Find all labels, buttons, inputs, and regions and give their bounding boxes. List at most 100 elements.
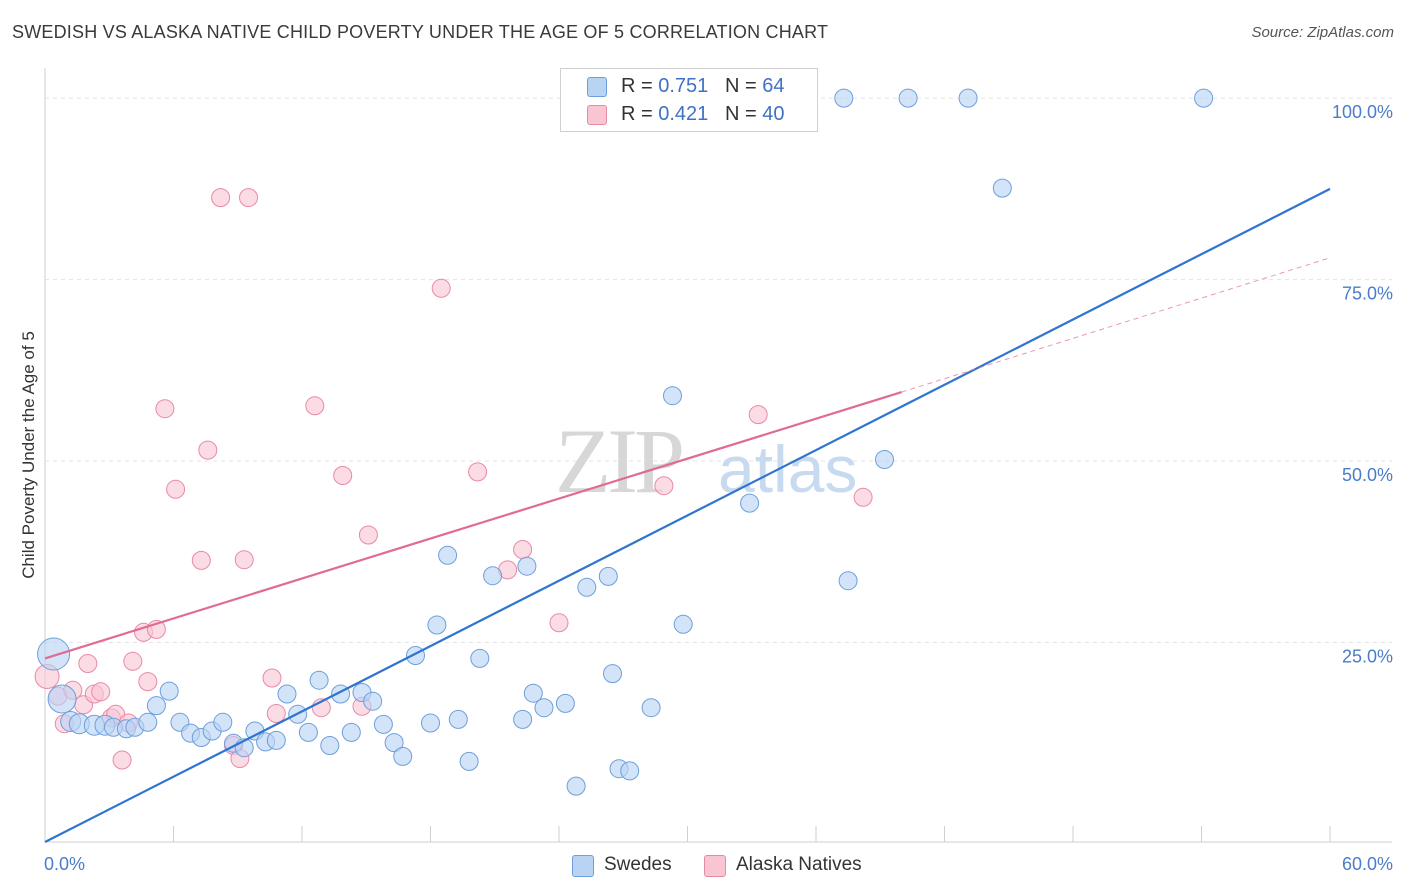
swedes-point-53 [641,698,661,718]
alaska-natives-trend-extension [901,257,1331,393]
swedes-point-40 [470,648,490,668]
legend-r-value: 0.421 [658,103,709,125]
axes [44,68,1392,843]
legend-n-label: N = [724,103,763,125]
alaska-natives-point-23 [234,550,254,570]
legend-series: Swedes Alaska Natives [0,851,1406,879]
x-tick-label-max: 60.0% [1342,854,1393,874]
swedes-point-54 [663,386,682,406]
legend-n-value: 40 [762,103,785,125]
swedes-point-36 [427,615,447,635]
swedes-point-33 [393,746,413,766]
alaska-natives-point-27 [305,396,325,416]
x-tick-label-min: 0.0% [44,854,85,874]
y-axis-label: Child Poverty Under the Age of 5 [19,331,38,579]
chart-title: SWEDISH VS ALASKA NATIVE CHILD POVERTY U… [12,22,829,42]
swedes-point-32 [384,733,404,753]
swedes-point-26 [320,736,340,755]
swedes-point-39 [459,751,479,771]
swedes-point-44 [523,683,543,703]
swedes-point-28 [341,722,361,742]
source-label: Source: ZipAtlas.com [1251,24,1394,41]
legend-label-alaska-natives: Alaska Natives [736,854,862,875]
alaska-natives-points [34,188,873,770]
legend-r-label: R = [621,103,659,125]
legend-n-value: 64 [762,75,785,97]
alaska-natives-point-14 [138,672,158,692]
legend-label-swedes: Swedes [604,854,672,875]
swedes-point-9 [138,712,158,732]
alaska-natives-point-29 [333,466,353,485]
trend-lines [44,187,1331,843]
swedes-point-37 [438,545,458,565]
legend-r-value: 0.751 [658,75,709,97]
swedes-point-62 [992,178,1012,198]
swedes-point-22 [277,684,297,704]
alaska-natives-trend-line [44,391,902,660]
legend-r-label: R = [621,75,659,97]
swedes-point-0 [37,637,71,671]
swedes-point-61 [958,88,978,108]
swedes-point-1 [47,684,77,714]
swedes-point-34 [406,646,425,665]
alaska-natives-point-16 [155,399,175,419]
swedes-point-47 [566,776,586,796]
alaska-natives-point-38 [748,405,768,425]
alaska-natives-point-33 [468,462,488,482]
swedes-point-59 [875,450,894,469]
alaska-natives-point-17 [166,479,186,499]
alaska-natives-point-19 [198,440,218,460]
legend-swatch-alaska [587,105,607,125]
swedes-point-48 [577,577,597,597]
alaska-natives-point-36 [549,613,569,633]
swedes-point-51 [603,664,622,684]
alaska-natives-point-26 [266,704,286,723]
swedes-point-41 [483,566,503,586]
legend-swatch-alaska-natives [704,855,726,877]
alaska-natives-point-32 [431,278,451,298]
alaska-natives-point-7 [91,682,111,702]
watermark-atlas: atlas [718,432,857,506]
y-tick-label-2: 75.0% [1342,284,1393,304]
swedes-points [37,88,1214,796]
alaska-natives-point-25 [262,668,282,688]
swedes-point-42 [513,709,533,729]
alaska-natives-point-20 [211,188,231,208]
y-tick-label-0: 25.0% [1342,646,1393,666]
swedes-point-21 [266,730,286,750]
y-tick-label-1: 50.0% [1342,465,1393,485]
swedes-point-38 [448,709,468,729]
alaska-natives-point-10 [112,750,132,770]
legend-n-label: N = [724,75,763,97]
swedes-point-52 [620,761,640,781]
legend-swatch-swedes [572,855,594,877]
swedes-trend-line [44,187,1331,843]
watermark: ZIP atlas [555,410,857,512]
alaska-natives-point-39 [853,487,873,507]
grid-lines [45,97,1392,643]
alaska-natives-point-5 [78,654,98,673]
swedes-point-57 [834,88,854,108]
swedes-point-55 [673,614,693,634]
swedes-point-35 [421,713,440,733]
alaska-natives-point-35 [513,540,533,559]
tick-labels: 25.0% 50.0% 75.0% 100.0% 0.0% 60.0% [44,102,1393,874]
swedes-point-11 [159,681,179,701]
swedes-point-24 [298,722,318,742]
swedes-point-60 [898,88,918,108]
swedes-point-25 [309,670,329,690]
legend-stats: R = 0.751 N = 64 R = 0.421 N = 40 [560,68,818,132]
legend-swatch-swedes [587,77,607,97]
watermark-zip: ZIP [555,410,682,512]
alaska-natives-point-24 [239,188,258,208]
swedes-point-46 [555,693,575,713]
swedes-point-45 [534,698,554,718]
swedes-point-56 [740,493,760,513]
swedes-point-30 [363,691,383,711]
swedes-point-43 [517,556,537,576]
swedes-point-58 [838,571,858,591]
swedes-point-10 [146,696,166,716]
y-tick-label-3: 100.0% [1332,102,1393,122]
swedes-point-16 [213,712,233,732]
